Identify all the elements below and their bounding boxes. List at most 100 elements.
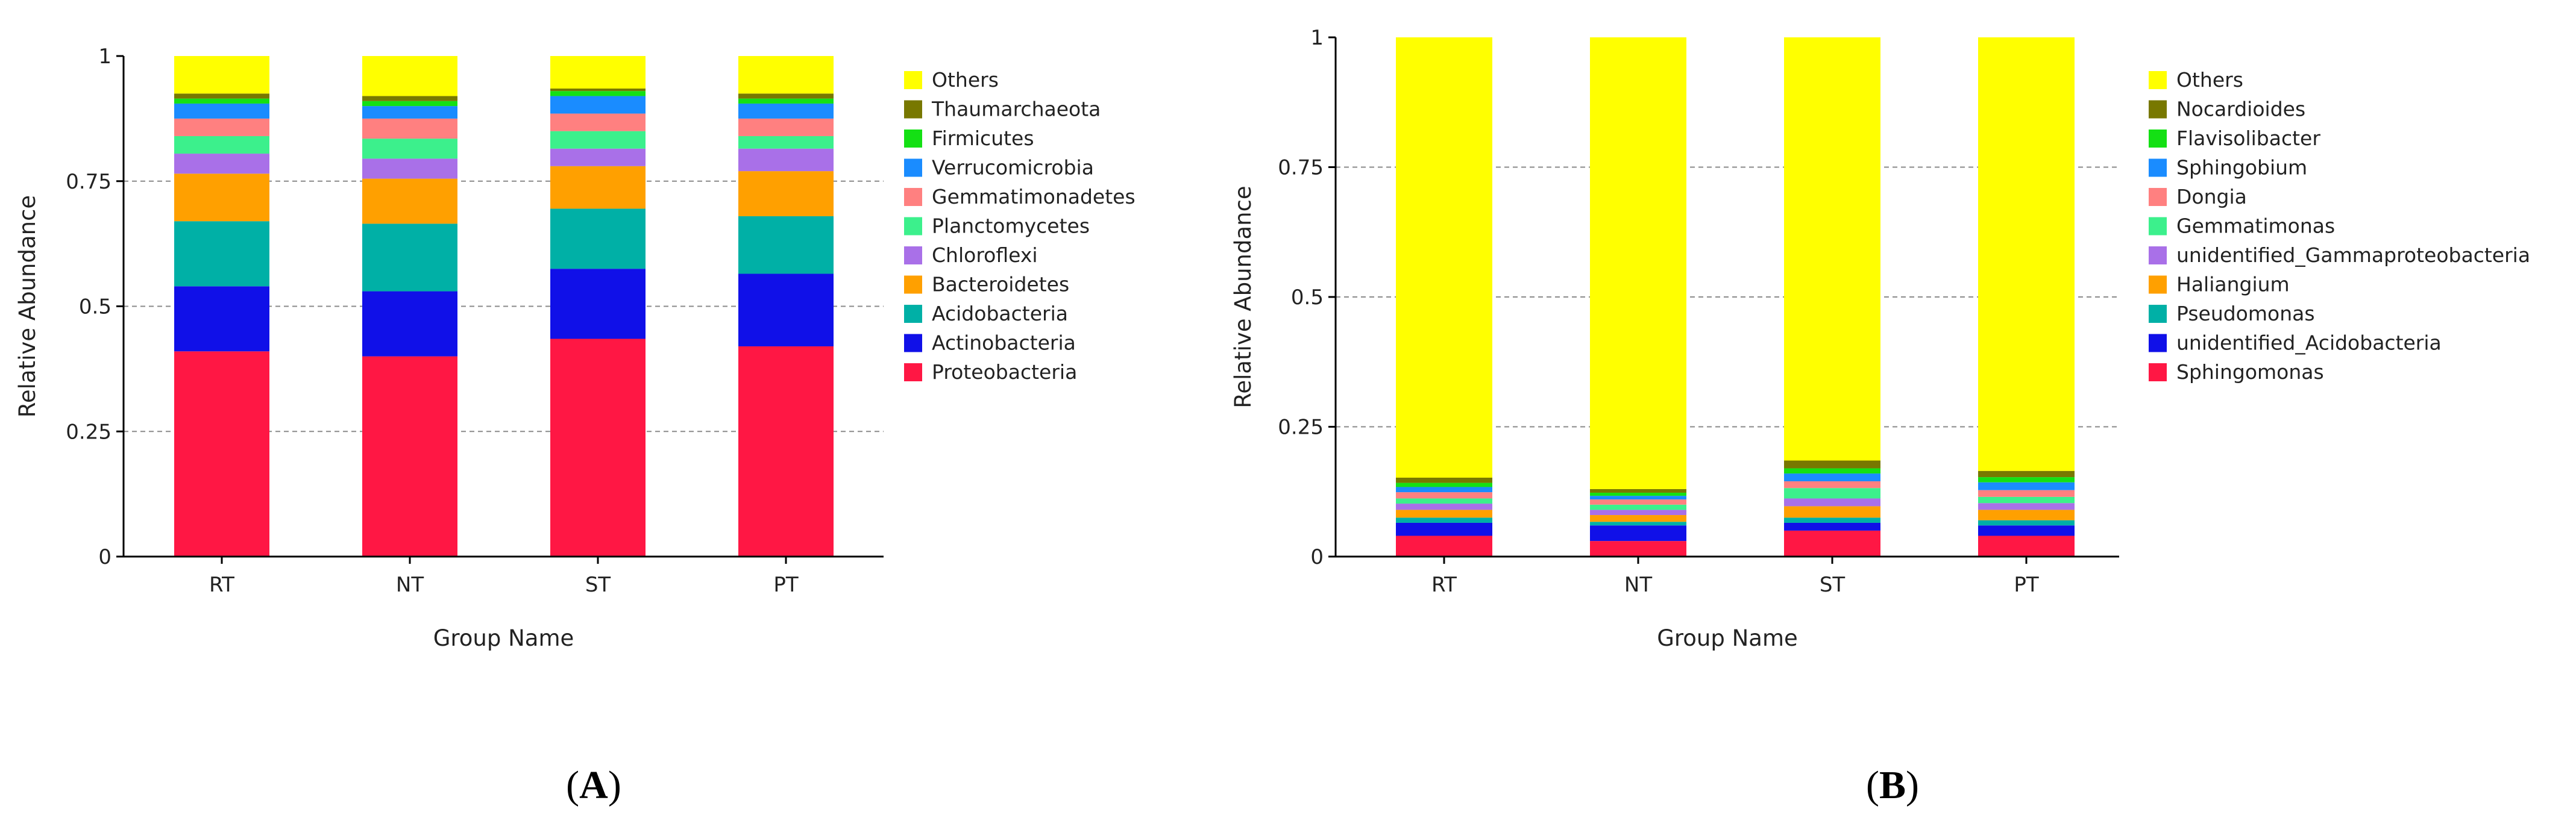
- bars-a: [174, 56, 834, 557]
- y-tick-label: 0.75: [66, 170, 112, 194]
- legend-label: Dongia: [2176, 185, 2247, 208]
- legend-swatch: [2149, 217, 2167, 236]
- bar-segment-st-flavisolibacter: [1784, 468, 1880, 474]
- legend-swatch: [904, 158, 922, 177]
- bar-segment-st-firmicutes: [550, 91, 646, 96]
- bar-segment-nt-gemmatimonas: [1590, 504, 1686, 510]
- bar-segment-pt-sphingobium: [1978, 482, 2075, 490]
- legend-swatch: [2149, 275, 2167, 294]
- legend-swatch: [2149, 158, 2167, 177]
- bar-segment-pt-thaumarchaeota: [738, 93, 834, 99]
- bar-segment-rt-flavisolibacter: [1396, 482, 1492, 487]
- legend-swatch: [2149, 363, 2167, 381]
- y-tick-label: 0.5: [1291, 286, 1324, 310]
- legend-label: Bacteroidetes: [932, 273, 1069, 296]
- legend-label: Gemmatimonas: [2176, 214, 2335, 238]
- legend-swatch: [2149, 130, 2167, 148]
- legend-label: Gemmatimonadetes: [932, 185, 1136, 208]
- y-tick-label: 0: [1310, 545, 1324, 569]
- y-tick-label: 0.25: [66, 420, 112, 444]
- bar-segment-st-haliangium: [1784, 506, 1880, 518]
- legend-label: Proteobacteria: [932, 360, 1077, 384]
- bar-segment-nt-flavisolibacter: [1590, 492, 1686, 496]
- bar-segment-rt-gemmatimonadetes: [174, 118, 269, 136]
- bar-segment-rt-pseudomonas: [1396, 517, 1492, 523]
- legend-swatch: [904, 305, 922, 323]
- bar-segment-rt-dongia: [1396, 492, 1492, 499]
- bar-segment-nt-firmicutes: [362, 101, 457, 107]
- bar-segment-nt-proteobacteria: [362, 356, 457, 557]
- bar-segment-st-gemmatimonadetes: [550, 113, 646, 131]
- x-tick-label: PT: [773, 573, 799, 597]
- bar-segment-pt-bacteroidetes: [738, 171, 834, 216]
- bar-segment-rt-bacteroidetes: [174, 173, 269, 222]
- legend-swatch: [2149, 71, 2167, 89]
- bar-segment-pt-verrucomicrobia: [738, 103, 834, 119]
- bar-segment-nt-others: [362, 56, 457, 96]
- x-axis-title-a: Group Name: [433, 625, 574, 651]
- bar-segment-pt-planctomycetes: [738, 136, 834, 149]
- bar-segment-nt-unidentified-acidobacteria: [1590, 525, 1686, 542]
- legend-swatch: [904, 100, 922, 119]
- legend-label: unidentified_Acidobacteria: [2176, 331, 2442, 355]
- legend-label: Pseudomonas: [2176, 302, 2315, 325]
- bar-segment-nt-pseudomonas: [1590, 522, 1686, 526]
- bar-segment-st-gemmatimonas: [1784, 488, 1880, 499]
- bar-segment-nt-unidentified-gammaproteobacteria: [1590, 510, 1686, 516]
- bar-segment-rt-thaumarchaeota: [174, 93, 269, 99]
- legend-swatch: [904, 217, 922, 236]
- y-ticks-a: 0 0.25 0.5 0.75 1: [66, 45, 124, 569]
- bar-segment-st-verrucomicrobia: [550, 96, 646, 114]
- bar-segment-pt-flavisolibacter: [1978, 477, 2075, 482]
- bar-segment-st-sphingobium: [1784, 473, 1880, 482]
- bar-segment-st-pseudomonas: [1784, 517, 1880, 523]
- bar-segment-rt-others: [1396, 37, 1492, 478]
- chart-panel-b: 0 0.25 0.5 0.75 1 RT NT ST PT Relative Abundanc…: [1230, 26, 2530, 807]
- bar-segment-nt-chloroflexi: [362, 158, 457, 179]
- bar-segment-rt-haliangium: [1396, 510, 1492, 518]
- bar-segment-rt-sphingomonas: [1396, 535, 1492, 557]
- bar-segment-pt-haliangium: [1978, 510, 2075, 520]
- legend-label: unidentified_Gammaproteobacteria: [2176, 243, 2530, 267]
- legend-label: Chloroflexi: [932, 243, 1038, 267]
- bar-segment-nt-haliangium: [1590, 515, 1686, 522]
- legend-swatch: [904, 275, 922, 294]
- bar-segment-st-unidentified-gammaproteobacteria: [1784, 498, 1880, 507]
- bar-segment-st-unidentified-acidobacteria: [1784, 522, 1880, 531]
- bar-segment-rt-nocardioides: [1396, 477, 1492, 483]
- legend-label: Firmicutes: [932, 126, 1034, 150]
- y-tick-label: 1: [1310, 26, 1324, 50]
- x-tick-label: NT: [396, 573, 424, 597]
- x-tick-label: ST: [585, 573, 611, 597]
- bar-segment-rt-firmicutes: [174, 98, 269, 104]
- bar-segment-nt-sphingobium: [1590, 496, 1686, 500]
- legend-label: Planctomycetes: [932, 214, 1090, 238]
- bar-segment-pt-acidobacteria: [738, 216, 834, 274]
- legend-label: Flavisolibacter: [2176, 126, 2320, 150]
- legend-swatch: [904, 188, 922, 206]
- bar-segment-pt-gemmatimonas: [1978, 496, 2075, 504]
- bar-segment-nt-actinobacteria: [362, 291, 457, 357]
- bar-segment-nt-sphingomonas: [1590, 541, 1686, 557]
- bar-segment-nt-dongia: [1590, 499, 1686, 505]
- x-tick-label: RT: [1431, 573, 1457, 597]
- legend-swatch: [904, 246, 922, 264]
- y-ticks-b: 0 0.25 0.5 0.75 1: [1278, 26, 1336, 569]
- bar-segment-rt-unidentified-acidobacteria: [1396, 522, 1492, 536]
- bar-segment-st-chloroflexi: [550, 148, 646, 166]
- bar-segment-nt-acidobacteria: [362, 223, 457, 292]
- x-tick-label: RT: [209, 573, 234, 597]
- bar-segment-st-bacteroidetes: [550, 166, 646, 209]
- legend-a: Others Thaumarchaeota Firmicutes Verrucomic…: [904, 68, 1136, 384]
- bar-segment-nt-thaumarchaeota: [362, 96, 457, 101]
- x-tick-label: PT: [2014, 573, 2039, 597]
- bars-b: [1396, 37, 2075, 557]
- x-axis-title-b: Group Name: [1657, 625, 1798, 651]
- x-tick-label: ST: [1820, 573, 1846, 597]
- legend-label: Actinobacteria: [932, 331, 1076, 355]
- bar-segment-rt-verrucomicrobia: [174, 103, 269, 119]
- chart-panel-a: 0 0.25 0.5 0.75 1 RT NT ST PT Relative Abundanc…: [14, 45, 1136, 807]
- legend-swatch: [904, 71, 922, 89]
- bar-segment-st-planctomycetes: [550, 131, 646, 149]
